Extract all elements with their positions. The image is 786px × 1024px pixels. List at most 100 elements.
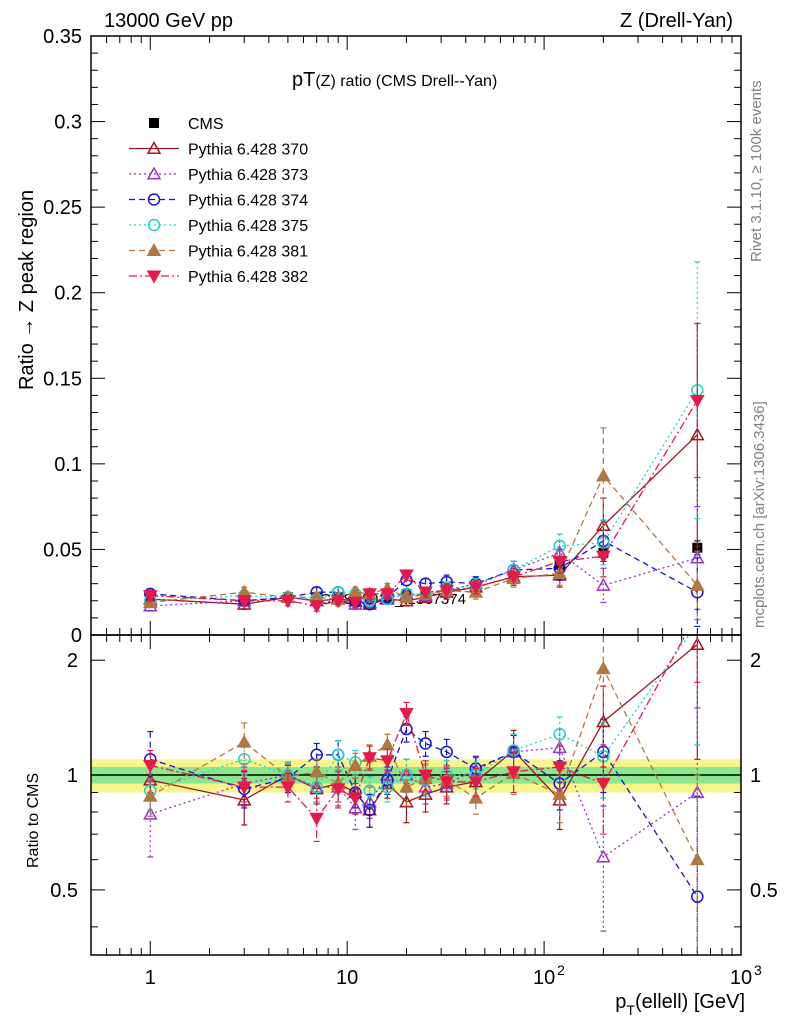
x-tick-label: 1 (145, 967, 156, 989)
legend-marker-382 (146, 270, 162, 284)
y-tick-label-main: 0.15 (43, 368, 82, 390)
legend-entry-381: Pythia 6.428 381 (129, 242, 308, 261)
data-point-382 (330, 595, 346, 609)
series-line-373 (150, 746, 698, 858)
header-right: Z (Drell-Yan) (620, 10, 733, 32)
main-title-rest: (Z) ratio (CMS Drell--Yan) (315, 73, 497, 90)
series-line-374 (150, 728, 698, 898)
data-point-382 (399, 707, 414, 722)
axis-ticks (90, 35, 741, 955)
x-tick-exponent: 2 (557, 962, 565, 978)
series-line-375 (150, 389, 698, 602)
legend-marker-381 (146, 242, 162, 257)
series-line-370 (150, 643, 698, 812)
data-point-370 (596, 714, 611, 728)
series-370 (143, 322, 705, 610)
data-point-382 (468, 581, 484, 595)
main-ylabel: Ratio → Z peak region (16, 190, 38, 390)
data-point-382 (143, 759, 158, 773)
x-tick-label: 10 (730, 967, 752, 989)
data-point-375 (381, 780, 394, 794)
data-point-382 (468, 776, 484, 790)
y-tick-label-main: 0.25 (43, 197, 82, 219)
y-tick-label-main: 0.35 (43, 26, 82, 48)
legend-marker-375 (147, 218, 161, 232)
data-point-381 (552, 786, 567, 800)
data-point-381 (690, 852, 705, 866)
data-point-370 (236, 596, 252, 610)
legend-label-374: Pythia 6.428 374 (188, 193, 308, 210)
y-tick-label-main: 0 (71, 625, 82, 647)
legend-entry-375: Pythia 6.428 375 (129, 218, 308, 235)
ratio-plot-series (143, 635, 705, 955)
data-point-382 (552, 555, 567, 569)
data-point-375 (553, 727, 566, 741)
x-tick-label: 10 (533, 967, 555, 989)
legend-label-373: Pythia 6.428 373 (188, 167, 308, 184)
data-point-382 (418, 769, 433, 783)
data-point-382 (439, 584, 454, 599)
data-point-381 (596, 661, 611, 675)
data-point-370 (596, 517, 611, 532)
data-point-373 (348, 800, 363, 814)
series-line-382 (150, 400, 698, 607)
data-point-381 (236, 734, 252, 748)
data-point-382 (330, 783, 346, 797)
ratio-xlabel: pT(ellell) [GeV] (615, 991, 745, 1018)
main-title-pt: pT (292, 69, 315, 91)
mcplots-label: mcplots.cern.ch [arXiv:1306.3436] (751, 401, 768, 628)
y-tick-label-main: 0.3 (54, 112, 82, 134)
xlabel-rest: (ellell) [GeV] (635, 991, 745, 1013)
series-382 (143, 635, 701, 843)
data-point-382 (690, 394, 705, 409)
data-point-381 (348, 757, 363, 771)
data-point-382 (380, 588, 395, 602)
legend-label-375: Pythia 6.428 375 (188, 218, 308, 235)
data-point-374 (363, 803, 376, 817)
main-title: pT(Z) ratio (CMS Drell--Yan) (292, 69, 497, 91)
legend-marker-CMS (149, 118, 159, 128)
data-point-375 (331, 748, 345, 762)
data-point-382 (380, 755, 395, 769)
data-point-381 (468, 790, 484, 804)
header-left: 13000 GeV pp (104, 10, 233, 32)
data-point-382 (552, 761, 567, 775)
data-point-382 (418, 586, 433, 600)
x-tick-label: 10 (336, 967, 358, 989)
y-tick-label-ratio: 2 (67, 650, 78, 672)
data-point-381 (399, 779, 414, 793)
legend-label-CMS: CMS (188, 116, 224, 133)
data-point-382 (596, 778, 611, 792)
data-point-382 (439, 776, 454, 790)
data-point-382 (143, 590, 158, 604)
y-tick-label-ratio-right: 1 (750, 765, 761, 787)
y-tick-label-ratio-right: 0.5 (750, 880, 778, 902)
y-tick-label-ratio: 1 (67, 765, 78, 787)
legend-label-370: Pythia 6.428 370 (188, 142, 308, 159)
data-point-382 (348, 596, 363, 611)
legend-entry-374: Pythia 6.428 374 (129, 193, 308, 210)
data-point-373 (596, 849, 611, 863)
legend-entry-CMS: CMS (149, 116, 224, 133)
data-point-370 (439, 779, 454, 793)
data-point-374 (691, 890, 704, 903)
series-375 (144, 261, 704, 608)
legend: CMS Pythia 6.428 370 Pythia 6.428 373 Pythi… (129, 116, 308, 286)
series-382 (143, 322, 705, 614)
ratio-plot-frame (90, 634, 742, 956)
data-point-382 (309, 812, 324, 826)
data-point-381 (596, 468, 611, 482)
legend-entry-373: Pythia 6.428 373 (129, 166, 308, 184)
data-point-382 (362, 752, 377, 766)
rivet-label: Rivet 3.1.10, ≥ 100k events (748, 80, 765, 262)
ratio-ylabel: Ratio to CMS (25, 773, 42, 868)
series-line-381 (149, 667, 698, 860)
legend-entry-370: Pythia 6.428 370 (129, 140, 308, 159)
series-373 (143, 707, 705, 955)
legend-label-381: Pythia 6.428 381 (188, 244, 308, 261)
xlabel-sub: T (626, 1002, 635, 1018)
data-point-375 (363, 784, 376, 797)
data-point-382 (506, 766, 521, 780)
data-point-382 (280, 595, 296, 609)
legend-marker-374 (147, 193, 161, 206)
